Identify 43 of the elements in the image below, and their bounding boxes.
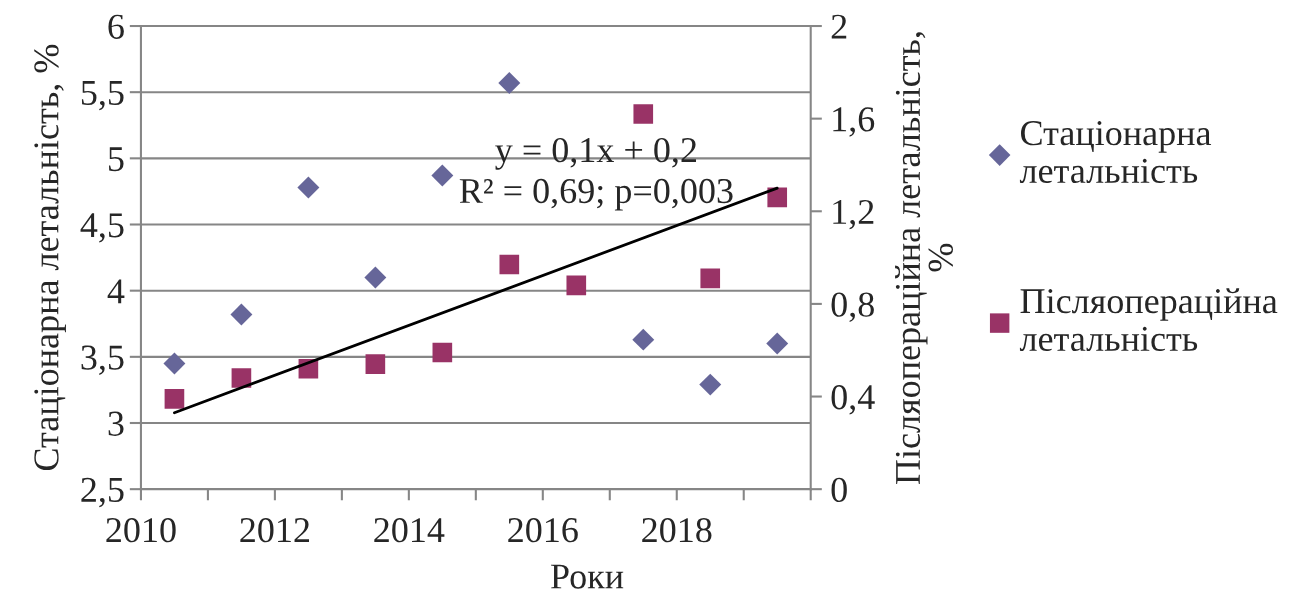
point: [431, 164, 454, 187]
y-tick-label: 2,5: [81, 477, 124, 508]
y2-tick-label: 0,8: [831, 292, 874, 322]
y2-axis-title: Післяопераційна летальність, %: [895, 32, 954, 485]
y2-tick-label: 2: [831, 14, 847, 39]
y-tick-label: 4,5: [80, 213, 124, 243]
x-tick-label: 2014: [374, 517, 445, 543]
y-tick-label: 6: [108, 14, 124, 39]
y-tick-label: 5: [109, 147, 124, 172]
y-tick-label: 3: [108, 411, 124, 436]
point: [632, 328, 655, 351]
x-tick-label: 2012: [240, 517, 310, 543]
y2-tick-label: 1,6: [833, 107, 875, 137]
point: [297, 176, 320, 199]
point: [231, 368, 252, 388]
y-tick-label: 3,5: [81, 345, 124, 375]
point: [498, 71, 521, 94]
point: [365, 354, 386, 374]
x-tick-label: 2016: [508, 517, 578, 543]
y2-tick-label: 0: [831, 477, 847, 503]
legend-label: Післяопераційна летальність: [1019, 288, 1278, 352]
point: [566, 275, 587, 296]
point: [699, 373, 722, 396]
y-tick-label: 4: [107, 279, 125, 304]
x-tick-label: 2018: [642, 517, 712, 543]
legend-label: Стаціонарна летальність: [1019, 121, 1212, 184]
point: [364, 266, 387, 289]
point: [633, 104, 654, 124]
y-axis-title: Стаціонарна летальність, %: [34, 44, 66, 471]
point: [700, 268, 721, 289]
point: [766, 332, 789, 355]
point: [230, 303, 253, 326]
y2-tick-label: 0,4: [831, 385, 875, 415]
point: [767, 187, 788, 208]
point: [164, 389, 185, 409]
y-tick-label: 5,5: [81, 81, 124, 111]
x-axis-title: Роки: [550, 564, 624, 589]
point: [163, 352, 186, 375]
annotation: R² = 0,69; p=0,003: [459, 178, 733, 211]
point: [499, 254, 520, 275]
x-tick-label: 2010: [106, 517, 176, 543]
y2-tick-label: 1,2: [833, 199, 874, 230]
point: [432, 342, 453, 363]
